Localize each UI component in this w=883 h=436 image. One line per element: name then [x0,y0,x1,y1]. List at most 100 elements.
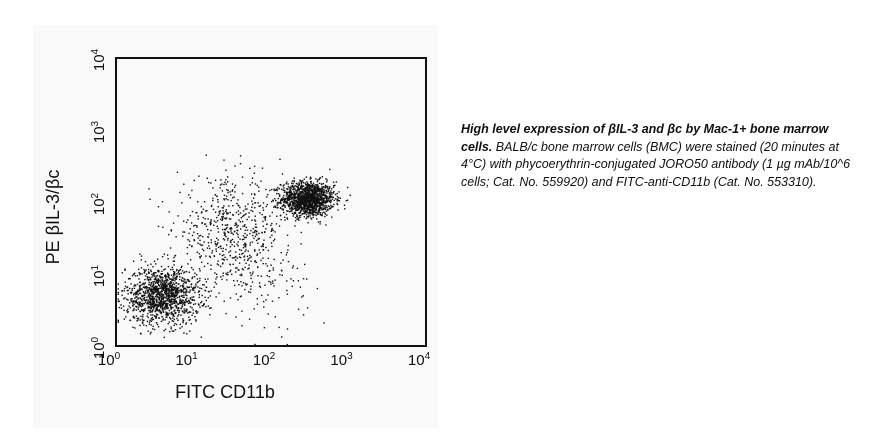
data-point [242,247,245,249]
data-point [315,190,317,192]
data-point [274,231,276,233]
data-point [231,273,233,276]
data-point [317,179,319,181]
data-point [141,273,143,275]
data-point [273,188,275,190]
data-point [302,194,304,197]
data-point [160,311,163,314]
data-point [309,197,311,200]
data-point [244,205,246,208]
data-point [319,213,321,216]
data-point [271,227,273,230]
data-point [320,187,322,190]
data-point [327,189,330,192]
data-point [148,323,151,325]
data-point [312,188,315,191]
data-point [174,302,176,304]
data-point [207,262,209,265]
data-point [167,290,169,292]
data-point [157,304,159,306]
data-point [152,328,154,330]
data-point [152,285,154,287]
data-point [311,186,313,188]
data-point [131,275,134,277]
data-point [303,216,305,218]
data-point [195,212,197,214]
data-point [224,217,226,219]
data-point [157,292,159,294]
data-point [313,211,315,213]
data-point [210,239,212,241]
data-point [126,311,129,314]
data-point [150,304,152,306]
data-point [283,194,285,197]
data-point [173,324,175,327]
data-point [159,275,161,277]
data-point [319,177,321,179]
data-point [290,208,293,210]
data-point [195,310,197,312]
data-point [166,316,168,318]
data-point [306,182,309,184]
data-point [150,307,153,309]
data-point [301,181,303,183]
data-point [189,318,191,321]
data-point [151,317,153,319]
data-point [163,285,166,287]
data-point [183,287,185,290]
data-point [157,288,159,290]
data-point [129,278,131,280]
data-point [266,203,268,206]
data-point [222,213,224,215]
data-point [117,300,119,303]
data-point [168,211,170,213]
data-point [207,290,210,293]
data-point [266,196,268,198]
data-point [318,207,320,210]
data-point [199,277,201,280]
data-point [254,260,256,263]
data-point [300,202,302,204]
data-point [144,278,146,281]
data-point [229,228,232,230]
data-point [226,258,228,261]
data-point [162,289,164,291]
data-point [129,307,131,309]
data-point [325,195,328,197]
data-point [217,219,219,222]
data-point [229,269,232,271]
data-point [303,192,305,195]
data-point [207,305,209,307]
data-point [161,309,164,311]
data-point [180,314,182,316]
data-point [244,229,246,231]
data-point [257,266,259,269]
data-point [291,285,293,288]
data-point [303,204,305,206]
data-point [160,305,162,308]
data-point [285,201,288,203]
data-point [174,286,176,289]
data-point [292,197,295,199]
data-point [198,175,200,177]
data-point [175,275,178,277]
data-point [250,209,252,212]
data-point [303,212,305,215]
data-point [141,295,144,298]
data-point [293,212,295,214]
data-point [281,173,284,175]
data-point [206,210,208,212]
data-point [280,202,282,205]
data-point [156,285,158,288]
data-point [300,207,303,209]
data-point [159,307,162,309]
data-point [169,281,171,283]
x-tick-label: 102 [253,351,276,369]
data-point [171,287,173,289]
data-point [176,293,178,295]
data-point [292,207,294,209]
data-point [139,284,142,287]
data-point [219,218,222,221]
data-point [177,319,179,321]
data-point [168,304,171,306]
